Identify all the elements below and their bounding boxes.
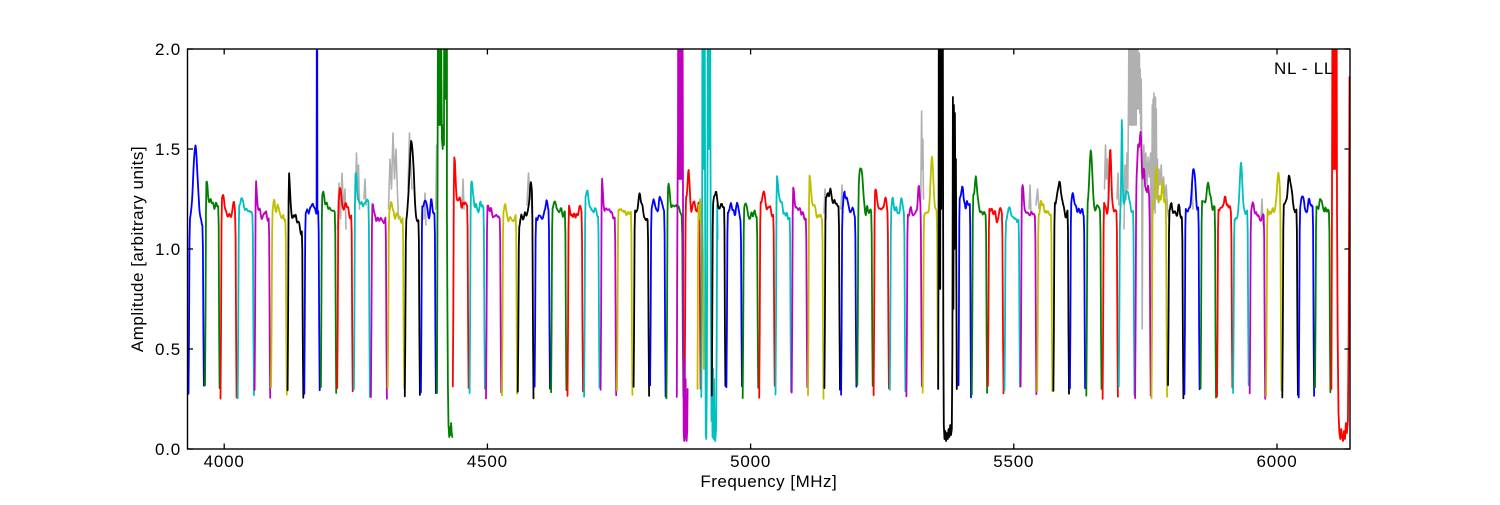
svg-text:2.0: 2.0 — [155, 40, 181, 59]
svg-text:1.0: 1.0 — [155, 240, 181, 259]
svg-text:Frequency [MHz]: Frequency [MHz] — [700, 472, 837, 491]
svg-text:5000: 5000 — [730, 452, 771, 471]
svg-text:NL - LL: NL - LL — [1274, 59, 1334, 78]
svg-text:4500: 4500 — [467, 452, 508, 471]
svg-text:6000: 6000 — [1256, 452, 1297, 471]
svg-text:0.5: 0.5 — [155, 340, 181, 359]
svg-text:4000: 4000 — [204, 452, 245, 471]
svg-text:1.5: 1.5 — [155, 140, 181, 159]
svg-text:Amplitude [arbitrary units]: Amplitude [arbitrary units] — [128, 146, 147, 352]
svg-text:5500: 5500 — [993, 452, 1034, 471]
svg-text:0.0: 0.0 — [155, 440, 181, 459]
